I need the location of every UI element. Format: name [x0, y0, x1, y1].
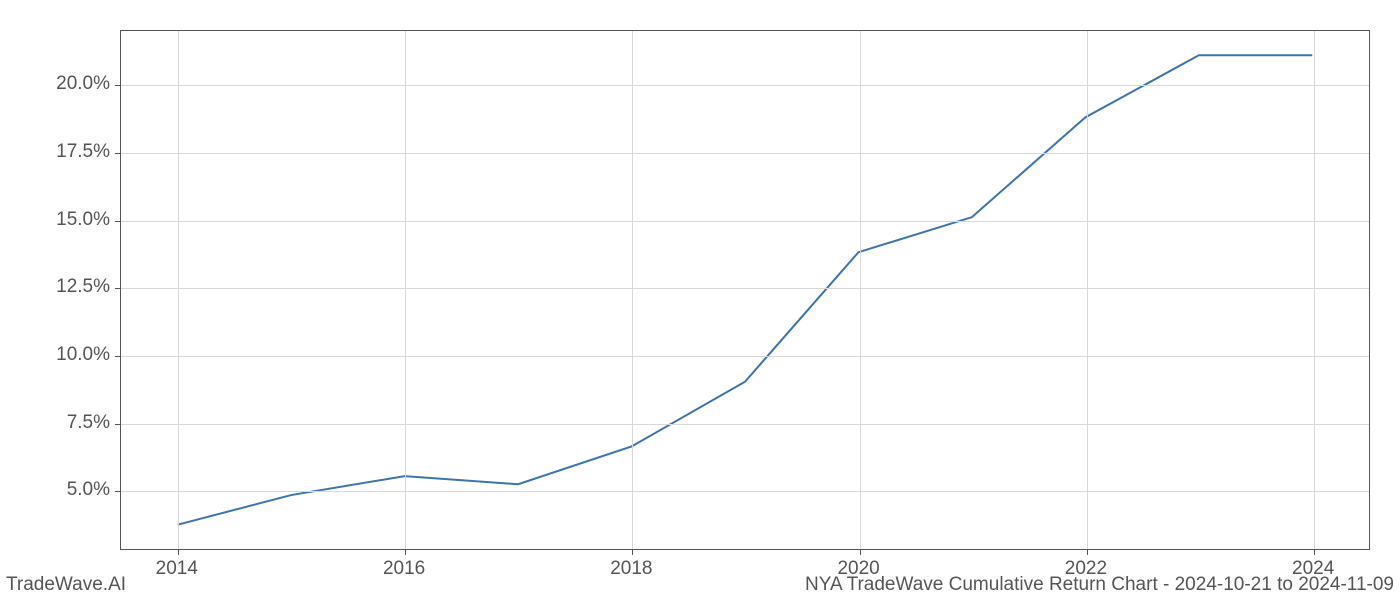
grid-line-horizontal: [121, 85, 1369, 86]
y-tick: [115, 153, 121, 154]
grid-line-horizontal: [121, 288, 1369, 289]
grid-line-vertical: [860, 31, 861, 549]
y-tick: [115, 356, 121, 357]
footer-left-label: TradeWave.AI: [6, 574, 126, 596]
grid-line-horizontal: [121, 424, 1369, 425]
y-tick: [115, 85, 121, 86]
grid-line-horizontal: [121, 153, 1369, 154]
line-chart-svg: [121, 31, 1369, 549]
y-tick: [115, 424, 121, 425]
x-tick: [178, 549, 179, 555]
x-tick-label: 2022: [1065, 558, 1107, 580]
y-tick-label: 5.0%: [67, 479, 110, 501]
y-tick-label: 10.0%: [56, 344, 110, 366]
y-tick-label: 17.5%: [56, 141, 110, 163]
x-tick: [632, 549, 633, 555]
grid-line-horizontal: [121, 356, 1369, 357]
y-tick: [115, 221, 121, 222]
x-tick: [860, 549, 861, 555]
x-tick-label: 2024: [1292, 558, 1334, 580]
grid-line-vertical: [1314, 31, 1315, 549]
plot-area: [120, 30, 1370, 550]
y-tick: [115, 288, 121, 289]
y-tick-label: 15.0%: [56, 209, 110, 231]
grid-line-horizontal: [121, 221, 1369, 222]
y-tick-label: 12.5%: [56, 276, 110, 298]
chart-container: [120, 30, 1370, 550]
x-tick-label: 2014: [156, 558, 198, 580]
grid-line-vertical: [632, 31, 633, 549]
grid-line-vertical: [1087, 31, 1088, 549]
x-tick-label: 2018: [610, 558, 652, 580]
x-tick-label: 2016: [383, 558, 425, 580]
grid-line-horizontal: [121, 491, 1369, 492]
grid-line-vertical: [178, 31, 179, 549]
x-tick: [1314, 549, 1315, 555]
y-tick-label: 7.5%: [67, 412, 110, 434]
x-tick: [1087, 549, 1088, 555]
x-tick-label: 2020: [837, 558, 879, 580]
y-tick-label: 20.0%: [56, 73, 110, 95]
x-tick: [405, 549, 406, 555]
grid-line-vertical: [405, 31, 406, 549]
y-tick: [115, 491, 121, 492]
